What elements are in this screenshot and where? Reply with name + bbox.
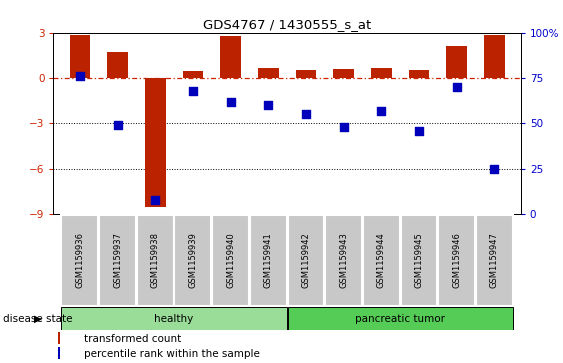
Bar	[258, 68, 279, 78]
Text: GSM1159945: GSM1159945	[414, 233, 423, 288]
Point	[75, 73, 84, 79]
Text: GSM1159941: GSM1159941	[264, 233, 273, 288]
Bar	[409, 70, 430, 78]
Point	[414, 128, 423, 134]
Text: GSM1159939: GSM1159939	[189, 233, 198, 288]
Text: GSM1159942: GSM1159942	[301, 233, 310, 288]
Text: GSM1159938: GSM1159938	[151, 232, 160, 289]
Point	[301, 111, 310, 117]
Text: GSM1159940: GSM1159940	[226, 233, 235, 288]
Bar	[220, 36, 241, 78]
Bar	[99, 215, 136, 306]
Bar	[137, 215, 174, 306]
Point	[151, 197, 160, 203]
Point	[226, 99, 235, 105]
Point	[339, 124, 348, 130]
Bar	[288, 215, 324, 306]
Text: disease state: disease state	[3, 314, 72, 323]
Bar	[250, 215, 287, 306]
Text: percentile rank within the sample: percentile rank within the sample	[84, 349, 260, 359]
Bar	[325, 215, 362, 306]
Text: ▶: ▶	[34, 314, 42, 323]
Bar	[58, 347, 60, 359]
Bar	[69, 35, 90, 78]
Bar	[484, 35, 505, 78]
Bar	[400, 215, 437, 306]
Bar	[145, 78, 166, 207]
Bar	[438, 215, 475, 306]
Text: GSM1159937: GSM1159937	[113, 232, 122, 289]
Point	[377, 108, 386, 114]
Point	[113, 122, 122, 128]
Point	[490, 166, 499, 172]
Bar	[363, 215, 400, 306]
Text: transformed count: transformed count	[84, 334, 181, 344]
Bar	[58, 333, 60, 344]
Bar	[446, 46, 467, 78]
Bar	[107, 52, 128, 78]
Text: GSM1159936: GSM1159936	[75, 232, 84, 289]
Text: GSM1159943: GSM1159943	[339, 233, 348, 288]
Bar	[175, 215, 211, 306]
Bar	[476, 215, 513, 306]
Point	[189, 88, 198, 94]
Bar	[296, 70, 316, 78]
Bar	[61, 307, 287, 330]
Text: GSM1159944: GSM1159944	[377, 233, 386, 288]
Text: GSM1159947: GSM1159947	[490, 233, 499, 288]
Text: pancreatic tumor: pancreatic tumor	[355, 314, 445, 323]
Point	[452, 84, 461, 90]
Bar	[182, 71, 203, 78]
Title: GDS4767 / 1430555_s_at: GDS4767 / 1430555_s_at	[203, 19, 371, 32]
Text: healthy: healthy	[154, 314, 194, 323]
Bar	[371, 68, 392, 78]
Bar	[61, 215, 99, 306]
Bar	[288, 307, 513, 330]
Text: GSM1159946: GSM1159946	[452, 233, 461, 288]
Point	[264, 102, 273, 108]
Bar	[333, 69, 354, 78]
Bar	[212, 215, 249, 306]
